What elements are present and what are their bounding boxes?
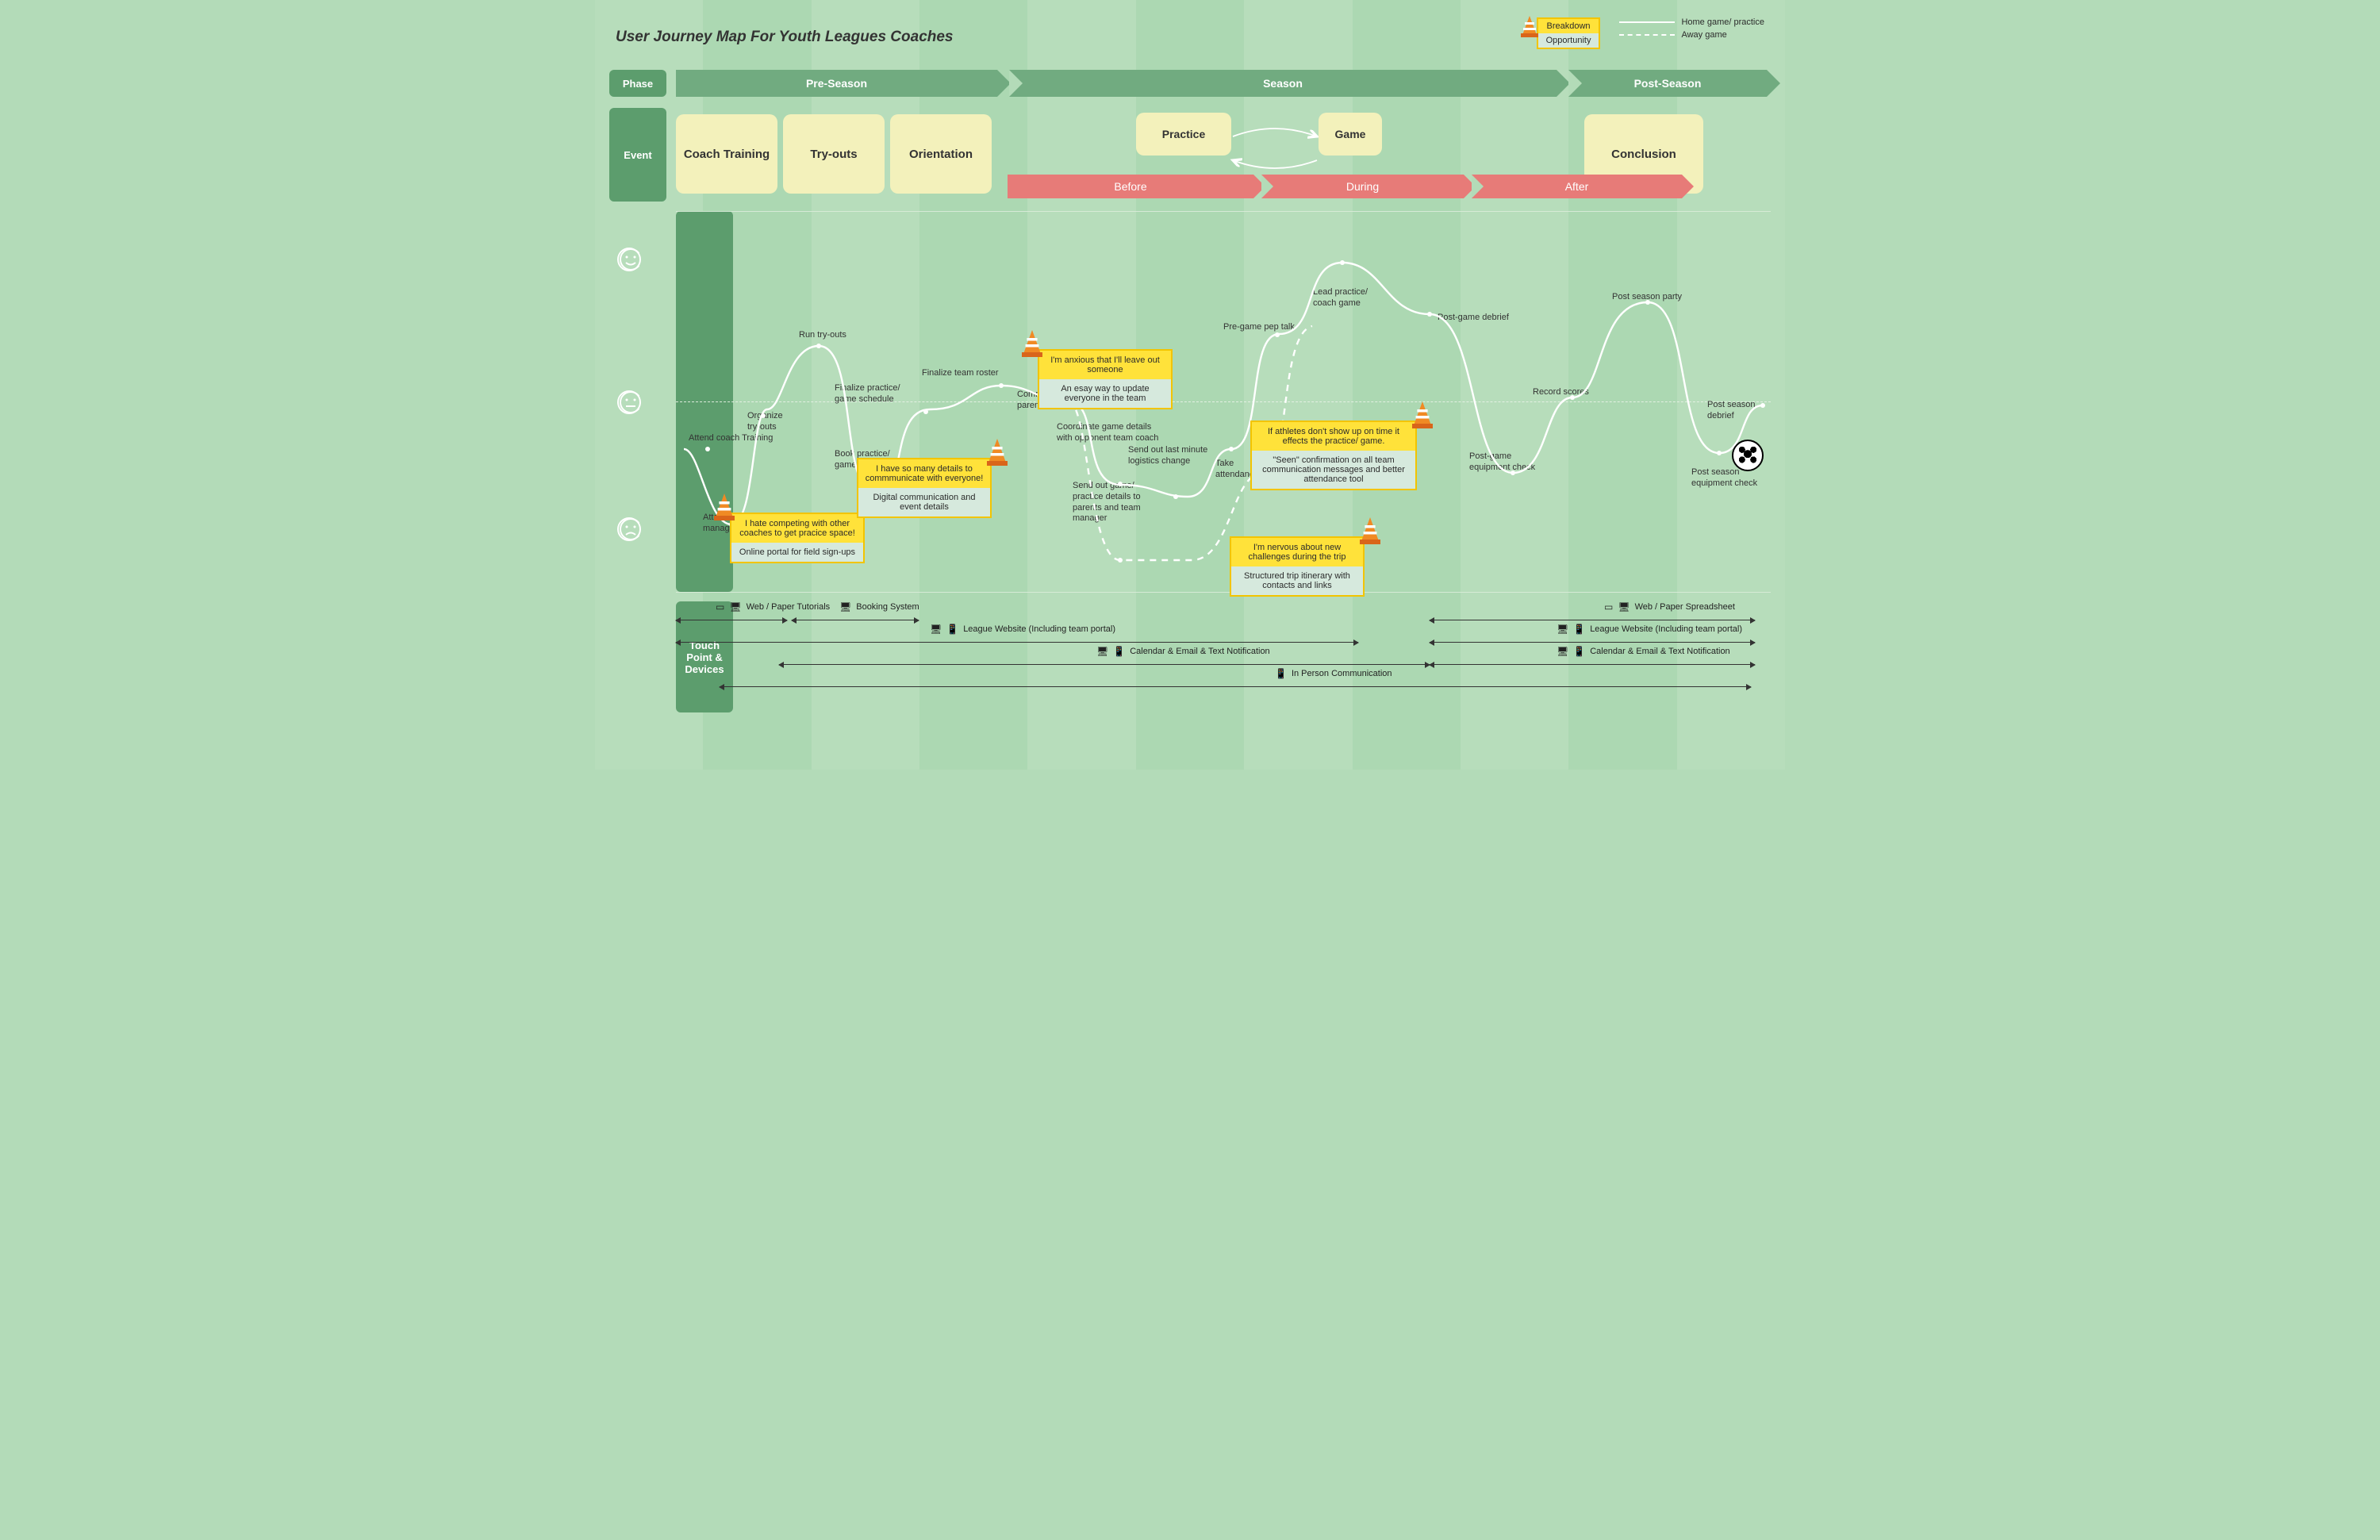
journey-point	[1118, 558, 1123, 563]
callout-breakdown: I have so many details to commmunicate w…	[858, 459, 990, 488]
callout: I'm nervous about new challenges during …	[1230, 536, 1365, 597]
callout: If athletes don't show up on time it eff…	[1250, 421, 1417, 490]
journey-point	[1760, 403, 1765, 408]
journey-point	[1511, 470, 1515, 475]
callout-breakdown: If athletes don't show up on time it eff…	[1252, 422, 1415, 451]
legend-box: Breakdown Opportunity	[1537, 17, 1601, 49]
callout: I hate competing with other coaches to g…	[730, 513, 865, 563]
legend-home: Home game/ practice	[1681, 17, 1764, 27]
sad-face-icon	[617, 517, 641, 541]
touchpoint-row: 🖥📱Calendar & Email & Text Notification	[1430, 657, 1755, 671]
phone-icon: 📱	[1275, 668, 1287, 679]
touchpoint-label: 🖥📱Calendar & Email & Text Notification	[1557, 646, 1730, 657]
neutral-face-icon	[617, 390, 641, 414]
touchpoint-label: 🖥📱League Website (Including team portal)	[930, 624, 1115, 635]
event-card: Orientation	[890, 114, 992, 194]
touchpoint-area: ▭🖥Web / Paper Tutorials🖥Booking System🖥📱…	[676, 601, 1771, 728]
legend-lines: Home game/ practice Away game	[1619, 17, 1764, 43]
journey-map-canvas: User Journey Map For Youth Leagues Coach…	[595, 0, 1785, 770]
journey-point	[1340, 260, 1345, 265]
journey-point	[816, 344, 821, 348]
event-card: Practice	[1136, 113, 1231, 156]
legend: Breakdown Opportunity Home game/ practic…	[1537, 17, 1764, 49]
cone-icon	[985, 437, 1009, 469]
event-row: Coach TrainingTry-outsOrientation Practic…	[676, 108, 1771, 202]
journey-point	[1427, 312, 1432, 317]
event-card: Try-outs	[783, 114, 885, 194]
journey-point	[1173, 494, 1178, 499]
monitor-icon: 🖥	[1557, 624, 1568, 635]
event-card: Coach Training	[676, 114, 777, 194]
touchpoint-label: 🖥📱Calendar & Email & Text Notification	[1096, 646, 1270, 657]
sub-phase-chevron: Before	[1008, 175, 1253, 198]
touchpoint-row: 📱In Person Communication	[720, 679, 1751, 693]
rail-phase: Phase	[609, 70, 666, 97]
practice-game-arrows-icon	[1231, 122, 1319, 178]
phase-chevron: Season	[1009, 70, 1557, 97]
cone-icon	[1358, 516, 1382, 547]
page-title: User Journey Map For Youth Leagues Coach…	[616, 29, 954, 46]
journey-point	[761, 413, 766, 418]
legend-opportunity: Opportunity	[1538, 33, 1599, 48]
phone-icon: 📱	[1573, 646, 1585, 657]
touchpoint-row: 🖥Booking System	[792, 613, 919, 627]
journey-point	[1570, 395, 1575, 400]
phone-icon: 📱	[1573, 624, 1585, 635]
soccer-ball-icon	[1732, 440, 1764, 471]
journey-point	[999, 383, 1004, 388]
monitor-icon: 🖥	[930, 624, 942, 635]
phase-row: Pre-Season Season Post-Season	[676, 70, 1771, 97]
journey-point	[1229, 447, 1234, 451]
cone-icon	[1020, 328, 1044, 360]
phase-chevron: Post-Season	[1568, 70, 1767, 97]
sub-phase-chevron: During	[1261, 175, 1464, 198]
legend-away: Away game	[1681, 30, 1726, 40]
journey-point	[1645, 300, 1650, 305]
callout-opportunity: Structured trip itinerary with contacts …	[1231, 566, 1363, 595]
journey-point	[1118, 482, 1123, 486]
sub-phase-chevron: After	[1472, 175, 1682, 198]
phase-chevron: Pre-Season	[676, 70, 997, 97]
journey-point	[923, 409, 928, 414]
touchpoint-label: 📱In Person Communication	[1275, 668, 1392, 679]
touchpoint-label: ▭🖥Web / Paper Tutorials	[716, 601, 830, 613]
phone-icon: 📱	[1113, 646, 1125, 657]
callout-opportunity: An esay way to update everyone in the te…	[1039, 379, 1171, 408]
callout-breakdown: I'm nervous about new challenges during …	[1231, 538, 1363, 566]
monitor-icon: 🖥	[1618, 601, 1630, 613]
monitor-icon: 🖥	[729, 601, 741, 613]
callout-breakdown: I hate competing with other coaches to g…	[731, 514, 863, 543]
monitor-icon: 🖥	[1096, 646, 1108, 657]
callout-opportunity: "Seen" confirmation on all team communic…	[1252, 451, 1415, 489]
happy-face-icon	[617, 248, 641, 271]
event-card: Game	[1319, 113, 1382, 156]
touchpoint-label: ▭🖥Web / Paper Spreadsheet	[1604, 601, 1735, 613]
callout: I have so many details to commmunicate w…	[857, 458, 992, 518]
cone-icon	[1519, 14, 1540, 41]
phone-icon: 📱	[946, 624, 958, 635]
journey-point	[1717, 451, 1722, 455]
touchpoint-label: 🖥Booking System	[839, 601, 919, 613]
doc-icon: ▭	[716, 601, 724, 613]
callout-opportunity: Online portal for field sign-ups	[731, 543, 863, 562]
rail-event: Event	[609, 108, 666, 202]
callout-opportunity: Digital communication and event details	[858, 488, 990, 517]
cone-icon	[712, 492, 736, 524]
monitor-icon: 🖥	[1557, 646, 1568, 657]
monitor-icon: 🖥	[839, 601, 851, 613]
cone-icon	[1411, 400, 1434, 432]
callout: I'm anxious that I'll leave out someone …	[1038, 349, 1173, 409]
journey-point	[1275, 332, 1280, 337]
journey-point	[705, 447, 710, 451]
legend-breakdown: Breakdown	[1538, 19, 1599, 33]
callout-breakdown: I'm anxious that I'll leave out someone	[1039, 351, 1171, 379]
doc-icon: ▭	[1604, 601, 1613, 613]
touchpoint-label: 🖥📱League Website (Including team portal)	[1557, 624, 1742, 635]
touchpoint-row: ▭🖥Web / Paper Tutorials	[676, 613, 787, 627]
